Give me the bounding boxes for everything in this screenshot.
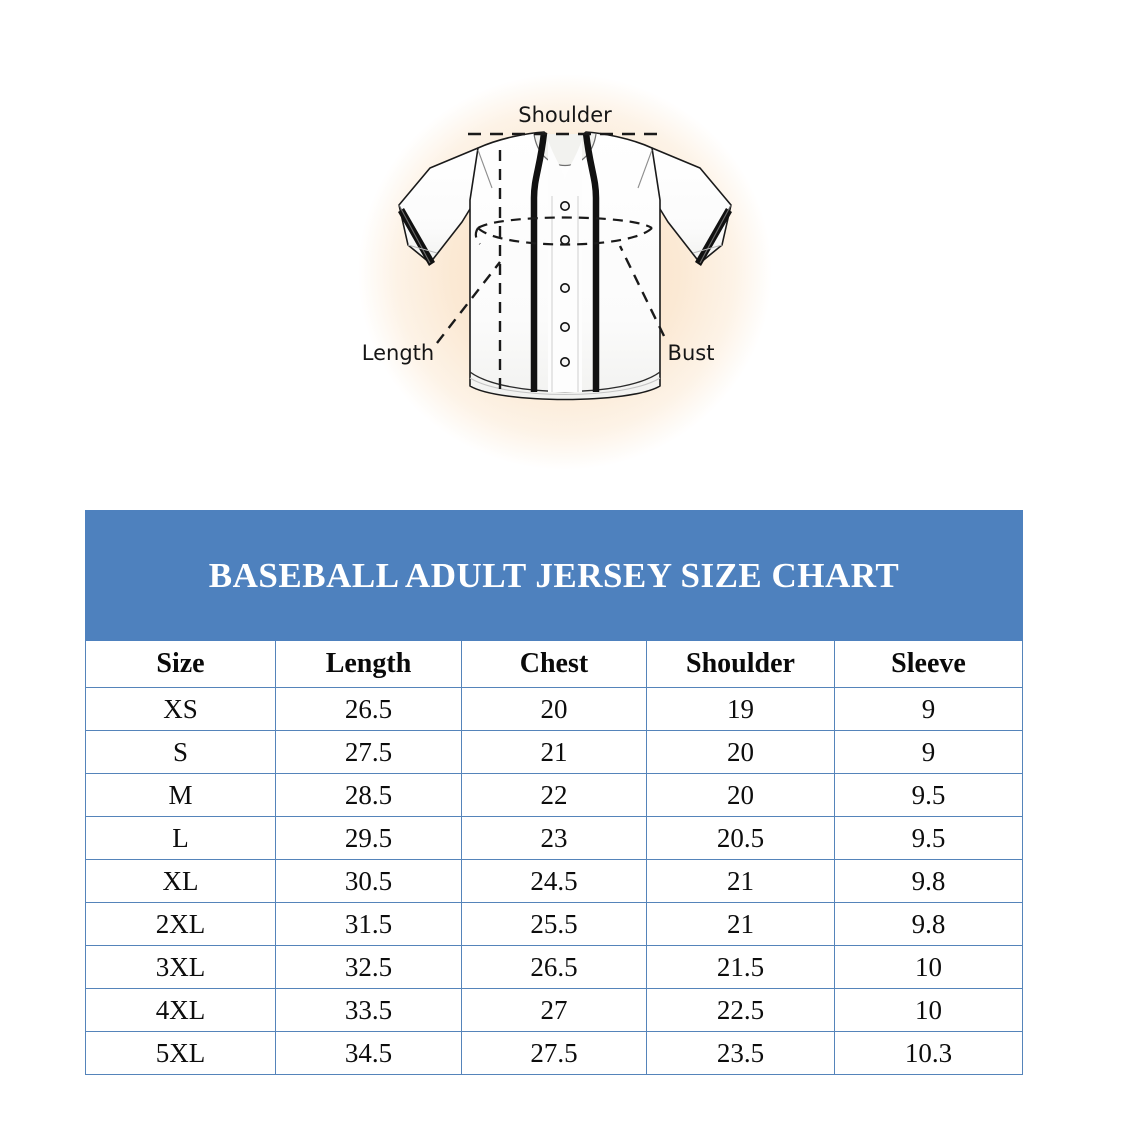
cell-sleeve: 9 — [834, 730, 1023, 774]
header-row: Size Length Chest Shoulder Sleeve — [85, 640, 1023, 688]
cell-length: 32.5 — [275, 945, 462, 989]
page-title: BASEBALL ADULT JERSEY SIZE CHART — [208, 556, 900, 595]
cell-shoulder: 21 — [646, 859, 835, 903]
cell-shoulder: 23.5 — [646, 1031, 835, 1075]
cell-sleeve: 9.5 — [834, 773, 1023, 817]
column-header-shoulder: Shoulder — [646, 640, 835, 688]
jersey-button — [559, 356, 570, 367]
cell-size: XL — [85, 859, 276, 903]
bust-leader-line — [618, 245, 666, 337]
label-shoulder: Shoulder — [518, 103, 612, 127]
cell-sleeve: 10 — [834, 988, 1023, 1032]
column-header-chest: Chest — [461, 640, 647, 688]
cell-shoulder: 21 — [646, 902, 835, 946]
table-column-header: Size Length Chest Shoulder Sleeve — [85, 640, 1023, 688]
table-title-row: BASEBALL ADULT JERSEY SIZE CHART — [85, 510, 1023, 641]
cell-size: 4XL — [85, 988, 276, 1032]
table-row: 5XL 34.5 27.5 23.5 10.3 — [85, 1031, 1023, 1075]
cell-chest: 22 — [461, 773, 647, 817]
table-row: S 27.5 21 20 9 — [85, 730, 1023, 774]
cell-shoulder: 22.5 — [646, 988, 835, 1032]
size-chart-table-container: BASEBALL ADULT JERSEY SIZE CHART Size Le… — [85, 510, 1023, 1075]
jersey-button — [559, 235, 570, 246]
cell-length: 28.5 — [275, 773, 462, 817]
cell-size: M — [85, 773, 276, 817]
cell-length: 31.5 — [275, 902, 462, 946]
bust-guide-ellipse-side-left — [474, 227, 481, 245]
table-row: XL 30.5 24.5 21 9.8 — [85, 859, 1023, 903]
cell-chest: 26.5 — [461, 945, 647, 989]
label-length: Length — [362, 341, 434, 365]
column-header-size: Size — [85, 640, 276, 688]
cell-length: 29.5 — [275, 816, 462, 860]
placket-trim-right — [582, 132, 600, 392]
column-header-sleeve: Sleeve — [834, 640, 1023, 688]
jersey-button — [559, 282, 570, 293]
cell-shoulder: 21.5 — [646, 945, 835, 989]
bust-guide-ellipse-bottom — [477, 227, 653, 246]
column-header-length: Length — [275, 640, 462, 688]
chart-title-cell: BASEBALL ADULT JERSEY SIZE CHART — [85, 510, 1023, 641]
cell-size: L — [85, 816, 276, 860]
length-leader-line — [436, 261, 501, 344]
cell-shoulder: 20 — [646, 730, 835, 774]
cell-chest: 20 — [461, 687, 647, 731]
cell-length: 30.5 — [275, 859, 462, 903]
cell-sleeve: 10 — [834, 945, 1023, 989]
cell-chest: 21 — [461, 730, 647, 774]
label-bust: Bust — [668, 341, 715, 365]
cell-sleeve: 9.8 — [834, 859, 1023, 903]
cell-length: 26.5 — [275, 687, 462, 731]
cell-length: 34.5 — [275, 1031, 462, 1075]
cell-length: 33.5 — [275, 988, 462, 1032]
cell-chest: 27 — [461, 988, 647, 1032]
cell-chest: 27.5 — [461, 1031, 647, 1075]
table-body: XS 26.5 20 19 9 S 27.5 21 20 9 M 28.5 22 — [85, 687, 1023, 1075]
cell-sleeve: 9.8 — [834, 902, 1023, 946]
jersey-diagram: Shoulder Length Bust — [0, 0, 1130, 500]
cell-chest: 25.5 — [461, 902, 647, 946]
table-row: 3XL 32.5 26.5 21.5 10 — [85, 945, 1023, 989]
cell-shoulder: 19 — [646, 687, 835, 731]
placket-trim-left — [530, 132, 548, 392]
cell-size: 3XL — [85, 945, 276, 989]
table-row: 4XL 33.5 27 22.5 10 — [85, 988, 1023, 1032]
table-title-head: BASEBALL ADULT JERSEY SIZE CHART — [85, 510, 1023, 641]
cell-sleeve: 10.3 — [834, 1031, 1023, 1075]
button-placket — [548, 140, 582, 392]
cell-size: 2XL — [85, 902, 276, 946]
table-row: 2XL 31.5 25.5 21 9.8 — [85, 902, 1023, 946]
cell-sleeve: 9 — [834, 687, 1023, 731]
table-row: M 28.5 22 20 9.5 — [85, 773, 1023, 817]
size-chart-table: BASEBALL ADULT JERSEY SIZE CHART Size Le… — [85, 510, 1023, 1075]
bust-guide-ellipse-top — [477, 216, 653, 229]
cell-size: 5XL — [85, 1031, 276, 1075]
cell-length: 27.5 — [275, 730, 462, 774]
cell-shoulder: 20.5 — [646, 816, 835, 860]
cell-size: S — [85, 730, 276, 774]
cell-sleeve: 9.5 — [834, 816, 1023, 860]
cell-shoulder: 20 — [646, 773, 835, 817]
jersey-button — [559, 321, 570, 332]
cell-chest: 23 — [461, 816, 647, 860]
cell-chest: 24.5 — [461, 859, 647, 903]
table-row: XS 26.5 20 19 9 — [85, 687, 1023, 731]
cell-size: XS — [85, 687, 276, 731]
jersey-graphic — [398, 131, 732, 401]
table-row: L 29.5 23 20.5 9.5 — [85, 816, 1023, 860]
jersey-button — [559, 201, 570, 212]
